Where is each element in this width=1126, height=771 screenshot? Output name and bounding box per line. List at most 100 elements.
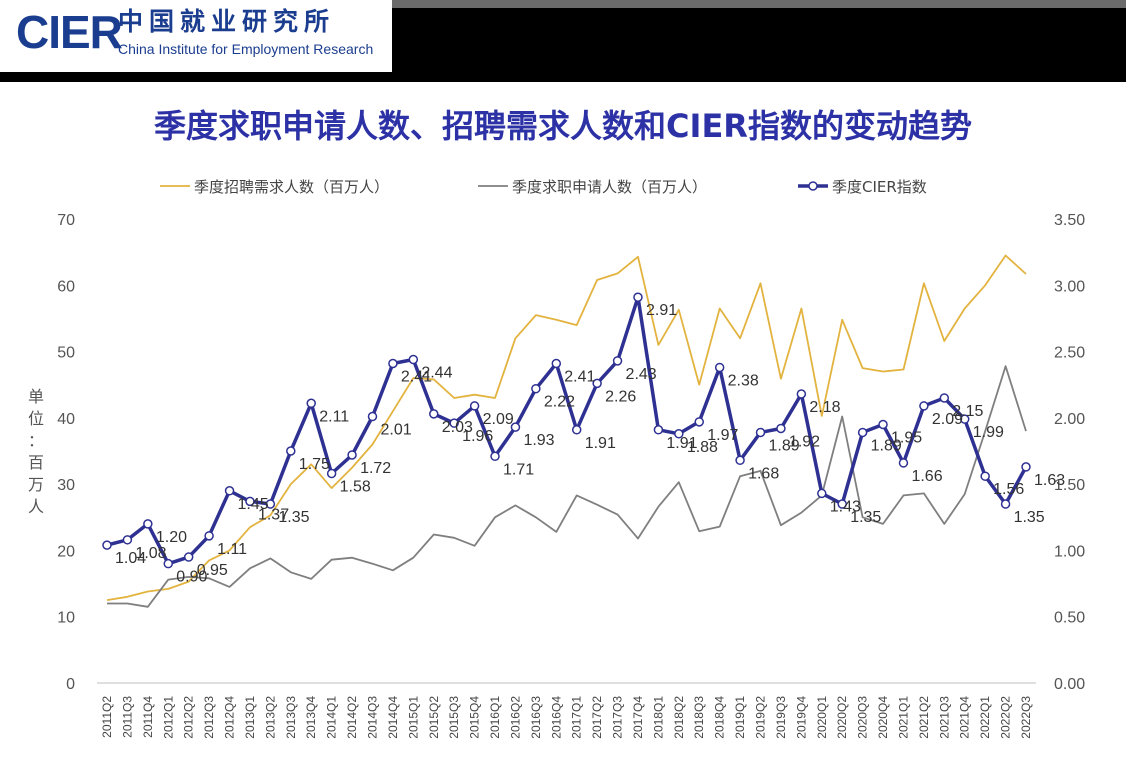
cier-point xyxy=(224,486,235,496)
x-tick-label: 2014Q4 xyxy=(386,696,400,739)
cier-point xyxy=(878,419,888,430)
cier-point xyxy=(143,519,153,529)
x-tick-label: 2022Q1 xyxy=(978,696,992,739)
x-tick-label: 2012Q3 xyxy=(202,696,216,739)
cier-point xyxy=(796,389,807,399)
cier-point xyxy=(837,499,847,509)
cier-point xyxy=(204,531,214,541)
cier-data-label: 1.66 xyxy=(911,468,942,485)
cier-data-label: 2.22 xyxy=(544,394,575,411)
cier-point xyxy=(449,418,459,428)
legend-label-2: 季度CIER指数 xyxy=(832,178,927,196)
cier-point xyxy=(939,393,950,403)
cier-point xyxy=(163,558,174,569)
y-left-tick-label: 60 xyxy=(57,278,75,295)
cier-point xyxy=(183,552,194,562)
cier-data-label: 1.93 xyxy=(523,432,554,449)
y-right-tick-label: 3.50 xyxy=(1054,212,1085,229)
x-axis: 2011Q2 2011Q3 2011Q4 2012Q1 2012Q2 2012Q3 2012… xyxy=(100,696,1033,739)
cier-data-label: 1.58 xyxy=(340,479,371,496)
cier-point xyxy=(347,450,357,460)
cier-data-label: 1.72 xyxy=(360,460,391,477)
cier-data-label: 2.41 xyxy=(401,369,432,386)
cier-data-label: 2.01 xyxy=(380,422,411,439)
x-tick-label: 2022Q2 xyxy=(999,696,1013,739)
y-right-tick-label: 1.00 xyxy=(1054,543,1085,560)
series-line-2 xyxy=(106,295,1028,566)
cier-data-label: 1.89 xyxy=(871,437,902,454)
cier-data-label: 1.35 xyxy=(278,509,309,526)
cier-data-label: 2.18 xyxy=(809,399,840,416)
org-name-en: China Institute for Employment Research xyxy=(118,41,374,57)
cier-data-label: 1.11 xyxy=(217,541,247,558)
y-left-tick-label: 70 xyxy=(57,212,75,229)
cier-data-label: 2.91 xyxy=(646,302,677,319)
cier-point xyxy=(571,425,582,435)
x-tick-label: 2020Q4 xyxy=(876,696,890,739)
x-tick-label: 2015Q3 xyxy=(447,696,461,739)
x-tick-label: 2013Q3 xyxy=(284,696,298,739)
cier-data-label: 0.90 xyxy=(176,569,207,586)
cier-point xyxy=(612,356,623,366)
cier-markers xyxy=(102,292,1031,569)
x-tick-label: 2021Q2 xyxy=(917,696,931,739)
cier-point xyxy=(469,401,480,411)
cier-data-label: 1.96 xyxy=(462,428,493,445)
x-tick-label: 2016Q3 xyxy=(529,696,543,739)
page-title: 季度求职申请人数、招聘需求人数和CIER指数的变动趋势 xyxy=(154,107,972,145)
legend: 季度招聘需求人数（百万人） 季度求职申请人数（百万人） 季度CIER指数 xyxy=(160,178,927,196)
cier-point xyxy=(1000,499,1011,509)
cier-point xyxy=(633,292,643,302)
y-left-tick-label: 50 xyxy=(57,345,75,362)
series-line-0 xyxy=(106,254,1027,601)
cier-data-label: 1.71 xyxy=(503,461,534,478)
cier-point xyxy=(265,499,276,509)
cier-point xyxy=(326,468,337,479)
cier-point xyxy=(776,423,786,434)
cier-point xyxy=(429,409,439,419)
x-tick-label: 2012Q4 xyxy=(223,696,237,739)
cier-data-label: 1.88 xyxy=(687,439,718,456)
series-lines xyxy=(106,254,1028,608)
x-tick-label: 2011Q4 xyxy=(141,696,155,738)
x-tick-label: 2018Q2 xyxy=(672,696,686,739)
y-right-tick-label: 0.00 xyxy=(1054,676,1085,693)
cier-point xyxy=(408,354,419,365)
cier-data-label: 2.09 xyxy=(932,411,963,428)
cier-point xyxy=(674,429,684,439)
cier-data-labels: 1.041.081.200.900.951.111.451.371.351.75… xyxy=(115,302,1065,585)
cier-data-label: 1.08 xyxy=(135,545,166,562)
banner-top-strip xyxy=(0,0,1126,8)
cier-data-label: 1.92 xyxy=(789,433,820,450)
y-right-tick-label: 0.50 xyxy=(1054,610,1085,627)
x-tick-label: 2014Q1 xyxy=(325,696,339,739)
y-right-tick-label: 1.50 xyxy=(1054,477,1085,494)
x-tick-label: 2019Q4 xyxy=(794,696,808,739)
x-tick-label: 2021Q1 xyxy=(896,696,910,739)
y-axis-left: 0 10 20 30 40 50 60 70 xyxy=(57,212,75,693)
series-line-1 xyxy=(107,365,1027,608)
x-tick-label: 2012Q1 xyxy=(161,696,175,739)
cier-point xyxy=(714,362,725,373)
x-tick-label: 2011Q3 xyxy=(120,696,134,738)
cier-point xyxy=(755,427,766,438)
x-tick-label: 2018Q1 xyxy=(651,696,665,739)
y-right-tick-label: 2.50 xyxy=(1054,345,1085,362)
legend-label-0: 季度招聘需求人数（百万人） xyxy=(194,178,389,196)
cier-data-label: 2.41 xyxy=(564,369,595,386)
y-left-tick-label: 40 xyxy=(57,411,75,428)
cier-data-label: 1.43 xyxy=(830,498,861,515)
cier-data-label: 1.20 xyxy=(156,529,187,546)
x-tick-label: 2011Q2 xyxy=(100,696,114,738)
cier-data-label: 2.43 xyxy=(626,366,657,383)
cier-data-label: 2.38 xyxy=(728,372,759,389)
cier-data-label: 2.26 xyxy=(605,388,636,405)
x-tick-label: 2017Q2 xyxy=(590,696,604,739)
logo-mark: CIER xyxy=(16,6,123,58)
x-tick-label: 2019Q1 xyxy=(733,696,747,739)
cier-point xyxy=(531,383,541,394)
cier-point xyxy=(102,540,112,550)
cier-data-label: 1.45 xyxy=(238,496,269,513)
y-left-tick-label: 0 xyxy=(66,676,75,693)
x-tick-label: 2014Q2 xyxy=(345,696,359,739)
